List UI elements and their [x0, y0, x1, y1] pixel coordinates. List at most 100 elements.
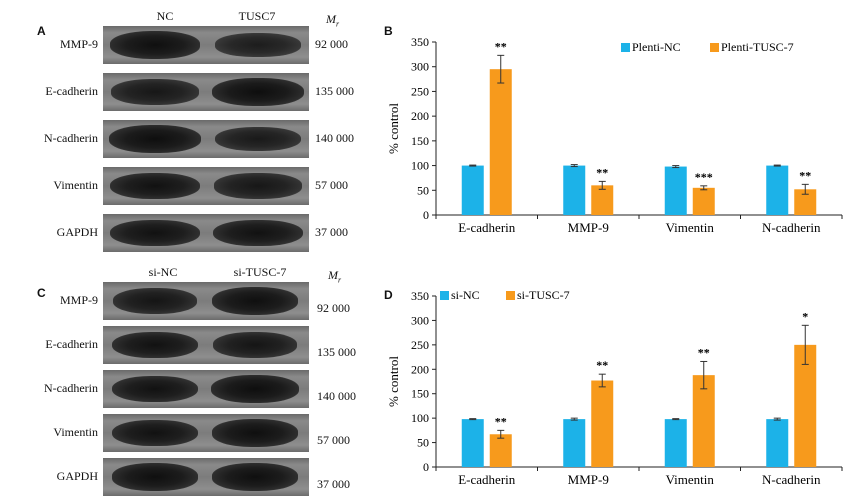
x-category-label: MMP-9	[568, 472, 609, 487]
legend-swatch	[506, 291, 515, 300]
bar	[692, 187, 715, 215]
y-tick-label: 200	[411, 362, 429, 376]
blot-mw-n-cadherin: 140 000	[317, 389, 356, 403]
bar	[461, 165, 484, 215]
significance-label: **	[799, 168, 811, 182]
significance-label: **	[698, 345, 710, 359]
blot-band	[214, 126, 302, 152]
x-category-label: E-cadherin	[458, 472, 516, 487]
x-category-label: E-cadherin	[458, 220, 516, 235]
blot-band	[109, 31, 201, 59]
bar	[794, 189, 817, 215]
panel-letter-c: C	[37, 286, 46, 300]
y-tick-label: 250	[411, 338, 429, 352]
legend-swatch	[440, 291, 449, 300]
significance-label: **	[495, 414, 507, 428]
bar	[489, 69, 512, 215]
bar-chart-d: 0 50 100 150 200 250 300 350 % control E-cadherin…	[386, 288, 843, 487]
bar	[563, 165, 586, 215]
blot-band	[212, 77, 304, 107]
blot-label-vimentin: Vimentin	[53, 425, 98, 439]
blot-band	[211, 419, 299, 447]
blot-band	[112, 419, 198, 447]
significance-label: **	[596, 358, 608, 372]
blot-band	[112, 331, 198, 359]
blot-band	[110, 172, 200, 200]
y-tick-label: 50	[417, 183, 429, 197]
significance-label: ***	[695, 170, 713, 184]
blot-mw-mmp-9: 92 000	[315, 37, 348, 51]
blot-band	[110, 219, 200, 247]
y-tick-label: 0	[423, 208, 429, 222]
blot-label-mmp-9: MMP-9	[59, 293, 98, 307]
bar	[692, 375, 715, 467]
panel-letter-a: A	[37, 24, 46, 38]
header-si-nc: si-NC	[148, 265, 178, 279]
x-category-label: N-cadherin	[762, 220, 821, 235]
legend-label: si-TUSC-7	[517, 288, 570, 302]
blot-mw-gapdh: 37 000	[315, 225, 348, 239]
blot-mw-e-cadherin: 135 000	[317, 345, 356, 359]
bar	[489, 434, 512, 467]
blot-mw-n-cadherin: 140 000	[315, 131, 354, 145]
blot-band	[112, 375, 198, 403]
mr-label-a: Mr	[326, 12, 340, 29]
x-category-label: Vimentin	[666, 220, 715, 235]
y-tick-label: 150	[411, 134, 429, 148]
x-category-label: MMP-9	[568, 220, 609, 235]
y-tick-label: 250	[411, 84, 429, 98]
y-tick-label: 100	[411, 411, 429, 425]
panel-letter-d: D	[384, 288, 393, 302]
blot-mw-vimentin: 57 000	[315, 178, 348, 192]
blot-label-e-cadherin: E-cadherin	[45, 337, 98, 351]
bar	[664, 419, 687, 467]
bar	[461, 419, 484, 467]
blot-band	[112, 287, 198, 315]
bar	[591, 185, 614, 215]
header-si-tusc7: si-TUSC-7	[233, 265, 287, 279]
blot-band	[215, 33, 301, 57]
bar	[664, 166, 687, 215]
bar	[766, 419, 789, 467]
blot-band	[109, 124, 201, 154]
blot-band	[214, 173, 302, 199]
x-category-label: Vimentin	[666, 472, 715, 487]
significance-label: **	[495, 39, 507, 53]
blot-mw-vimentin: 57 000	[317, 433, 350, 447]
bar	[563, 419, 586, 467]
blot-label-mmp-9: MMP-9	[59, 37, 98, 51]
y-axis-label: % control	[386, 356, 401, 407]
blot-mw-gapdh: 37 000	[317, 477, 350, 491]
bar	[766, 165, 789, 215]
legend-label: si-NC	[451, 288, 480, 302]
blot-label-gapdh: GAPDH	[56, 469, 98, 483]
header-tusc7: TUSC7	[238, 9, 276, 23]
legend-label: Plenti-NC	[632, 40, 681, 54]
blot-label-gapdh: GAPDH	[56, 225, 98, 239]
bar-chart-b: 0 50 100 150 200 250 300 350 % control E-cadherin…	[386, 35, 843, 235]
blot-mw-mmp-9: 92 000	[317, 301, 350, 315]
blot-band	[211, 374, 299, 404]
header-nc: NC	[156, 9, 174, 23]
blot-label-vimentin: Vimentin	[53, 178, 98, 192]
blot-label-n-cadherin: N-cadherin	[44, 381, 98, 395]
y-tick-label: 50	[417, 436, 429, 450]
x-category-label: N-cadherin	[762, 472, 821, 487]
y-tick-label: 300	[411, 60, 429, 74]
significance-label: **	[596, 165, 608, 179]
bar	[591, 380, 614, 467]
legend-swatch	[710, 43, 719, 52]
blot-mw-e-cadherin: 135 000	[315, 84, 354, 98]
panel-letter-b: B	[384, 24, 393, 38]
blot-band	[111, 79, 199, 105]
blot-band	[211, 463, 299, 491]
significance-label: *	[802, 309, 808, 323]
y-tick-label: 100	[411, 159, 429, 173]
blot-label-e-cadherin: E-cadherin	[45, 84, 98, 98]
y-tick-label: 200	[411, 109, 429, 123]
y-tick-label: 300	[411, 313, 429, 327]
mr-label-c: Mr	[328, 268, 342, 285]
bar	[794, 344, 817, 467]
blot-label-n-cadherin: N-cadherin	[44, 131, 98, 145]
y-axis-label: % control	[386, 103, 401, 154]
